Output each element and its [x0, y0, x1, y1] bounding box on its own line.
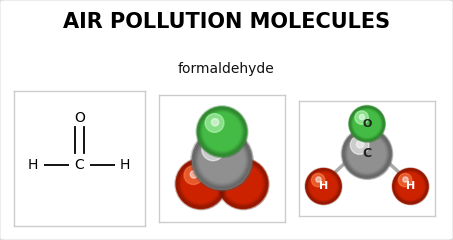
Text: H: H: [319, 181, 328, 191]
Circle shape: [194, 132, 253, 191]
Circle shape: [205, 114, 224, 132]
Circle shape: [311, 173, 325, 187]
Text: C: C: [362, 147, 371, 160]
Circle shape: [220, 160, 269, 210]
Circle shape: [359, 114, 365, 120]
Circle shape: [307, 169, 342, 205]
Circle shape: [350, 107, 386, 142]
Text: formaldehyde: formaldehyde: [178, 62, 275, 76]
Circle shape: [393, 168, 428, 204]
Circle shape: [344, 130, 393, 179]
Circle shape: [403, 177, 408, 182]
Circle shape: [198, 108, 248, 157]
Circle shape: [202, 138, 224, 161]
Circle shape: [357, 141, 364, 148]
Circle shape: [198, 107, 246, 156]
Circle shape: [218, 159, 268, 208]
Circle shape: [176, 159, 226, 208]
Circle shape: [226, 166, 245, 185]
Circle shape: [306, 168, 341, 204]
Circle shape: [398, 173, 412, 187]
Circle shape: [178, 160, 226, 210]
Circle shape: [394, 169, 429, 205]
Text: AIR POLLUTION MOLECULES: AIR POLLUTION MOLECULES: [63, 12, 390, 32]
Text: H: H: [406, 181, 415, 191]
Circle shape: [209, 144, 218, 153]
Circle shape: [193, 130, 251, 189]
Circle shape: [232, 171, 240, 178]
Text: C: C: [74, 158, 84, 172]
Text: O: O: [362, 119, 371, 129]
Circle shape: [349, 106, 385, 141]
Circle shape: [350, 136, 369, 154]
Circle shape: [342, 129, 391, 178]
Circle shape: [355, 111, 368, 124]
Text: H: H: [28, 158, 39, 172]
Text: O: O: [74, 111, 85, 125]
Circle shape: [212, 119, 219, 126]
Text: H: H: [120, 158, 130, 172]
Circle shape: [190, 171, 198, 178]
Circle shape: [184, 166, 203, 185]
Circle shape: [316, 177, 321, 182]
